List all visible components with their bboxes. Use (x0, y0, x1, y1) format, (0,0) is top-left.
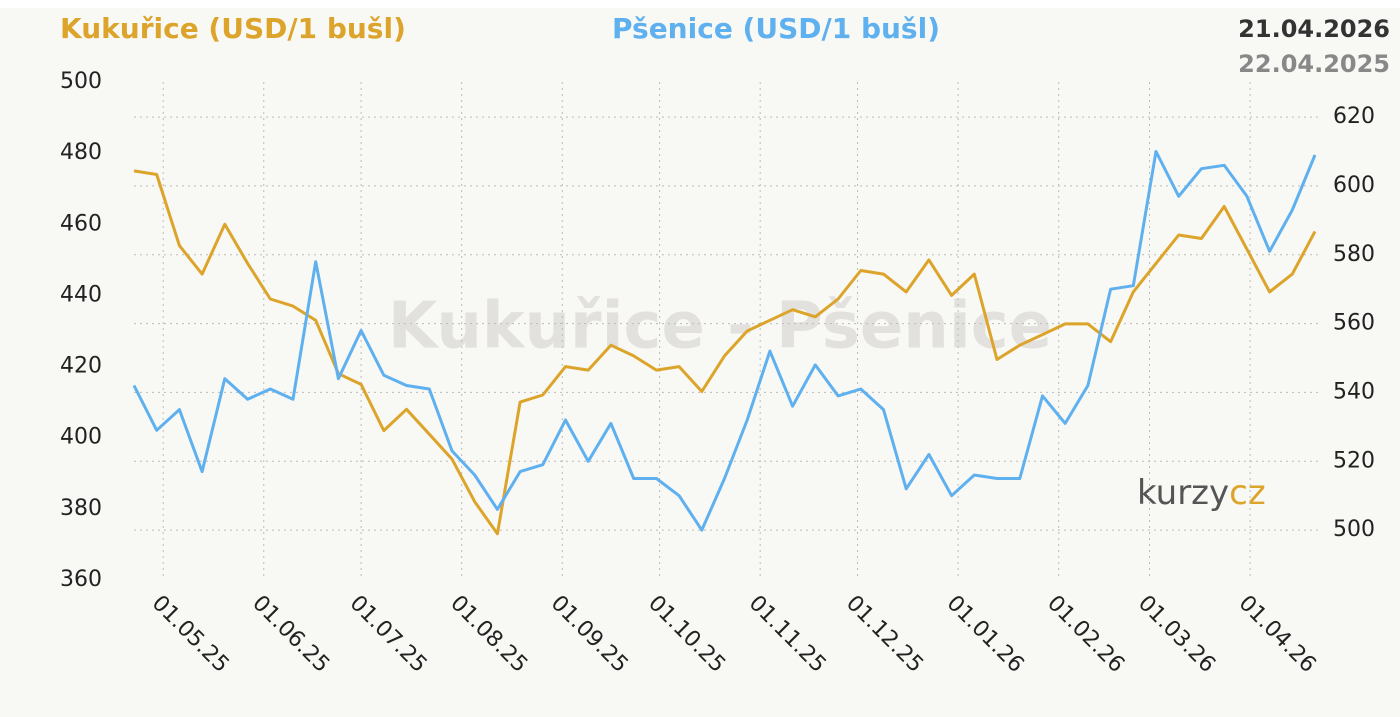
y-tick-label: 440 (60, 282, 102, 307)
y2-tick-label: 600 (1333, 173, 1375, 198)
legend-entry: Pšenice (USD/1 bušl) (612, 12, 940, 45)
y2-tick-label: 560 (1333, 311, 1375, 336)
logo: kurzycz (1137, 473, 1266, 513)
y2-tick-label: 620 (1333, 104, 1375, 129)
y2-tick-label: 500 (1333, 517, 1375, 542)
y2-tick-label: 520 (1333, 448, 1375, 473)
y-tick-label: 500 (60, 69, 102, 94)
y2-tick-label: 580 (1333, 242, 1375, 267)
y2-tick-label: 540 (1333, 379, 1375, 404)
y-tick-label: 460 (60, 211, 102, 236)
y-tick-label: 480 (60, 140, 102, 165)
series-line (132, 150, 1317, 532)
y-tick-label: 420 (60, 354, 102, 379)
y-tick-label: 360 (60, 567, 102, 592)
date-start: 22.04.2025 (1238, 50, 1390, 78)
logo-text: cz (1229, 473, 1266, 513)
watermark: Kukuřice - Pšenice (388, 290, 1052, 364)
legend-entry: Kukuřice (USD/1 bušl) (60, 12, 406, 45)
logo-text: kurzy (1137, 473, 1229, 513)
background (0, 8, 1400, 717)
y-tick-label: 380 (60, 496, 102, 521)
series-line (133, 169, 1317, 536)
date-end: 21.04.2026 (1238, 15, 1390, 43)
y-tick-label: 400 (60, 425, 102, 450)
